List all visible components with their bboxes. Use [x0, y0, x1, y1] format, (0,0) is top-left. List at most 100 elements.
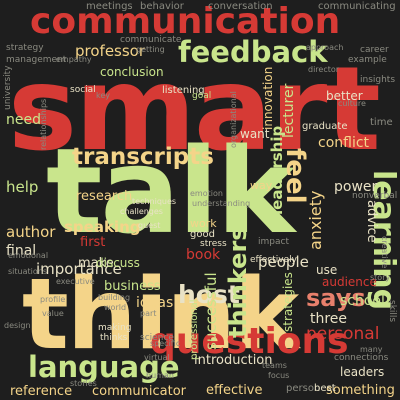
word-virtual: virtual	[144, 353, 170, 362]
word-skills: skills	[387, 300, 397, 323]
word-professor: professor	[75, 42, 146, 60]
word-university: university	[3, 65, 13, 110]
word-many: many	[360, 345, 383, 354]
word-conclusion: conclusion	[100, 65, 164, 79]
word-personal: personal	[306, 324, 380, 344]
word-business: business	[104, 279, 161, 294]
word-behavior: behavior	[140, 1, 184, 12]
word-challenges: challenges	[120, 207, 163, 216]
word-use: use	[316, 263, 338, 277]
word-emotion: emotion	[190, 189, 223, 198]
word-stress: stress	[200, 239, 227, 249]
word-meetings: meetings	[86, 1, 133, 12]
word-value: value	[42, 309, 64, 318]
word-says: says	[306, 284, 366, 312]
word-reference: reference	[10, 384, 73, 399]
word-connections: connections	[334, 353, 389, 363]
word-discuss: discuss	[96, 256, 140, 270]
word-story: story	[370, 273, 391, 282]
word-need: need	[6, 112, 41, 128]
word-author: author	[6, 223, 56, 241]
word-empathy: empathy	[56, 55, 92, 64]
word-listening: listening	[162, 85, 205, 96]
word-lecturer: lecturer	[281, 83, 297, 138]
word-professional: professional	[189, 299, 200, 360]
word-good: good	[190, 229, 215, 240]
word-specific: specific	[150, 339, 181, 348]
word-communicating: communicating	[318, 1, 396, 12]
word-smart: smart	[8, 42, 381, 177]
word-communication: communication	[30, 1, 341, 42]
word-conflict: conflict	[318, 135, 370, 151]
word-approach: approach	[306, 43, 344, 52]
word-thinkers: thinkers	[224, 226, 252, 338]
word-people: people	[258, 253, 309, 271]
word-making: making	[98, 323, 132, 333]
word-leadership: leadership	[268, 125, 286, 215]
word-social: social	[70, 85, 96, 95]
word-science: science	[140, 333, 174, 343]
word-profile: profile	[40, 295, 66, 304]
word-talk: talk	[46, 122, 295, 260]
word-want: want	[240, 127, 270, 141]
word-building: building	[98, 293, 131, 302]
word-effective: effective	[206, 383, 263, 398]
word-key: key	[96, 91, 111, 100]
word-three: three	[310, 311, 348, 327]
word-world: world	[104, 303, 127, 312]
word-communicate: communicate	[120, 35, 182, 45]
word-career: career	[360, 45, 389, 55]
word-relationships: relationships	[39, 98, 48, 150]
word-speaking: speaking	[64, 218, 141, 236]
word-think: think	[22, 258, 299, 372]
word-director: director	[308, 65, 340, 74]
word-conversation: conversation	[208, 1, 273, 12]
word-leaders: leaders	[340, 365, 385, 379]
word-graduate: graduate	[302, 121, 348, 132]
word-research: research	[76, 189, 133, 204]
word-book: book	[186, 247, 221, 263]
word-innovation: innovation	[261, 66, 275, 130]
word-stories: stories	[70, 379, 97, 388]
word-teams: teams	[262, 361, 287, 370]
word-make: make	[78, 256, 114, 271]
word-nonverbal: nonverbal	[352, 191, 398, 201]
word-human: human	[146, 371, 174, 380]
word-culture: culture	[338, 99, 366, 108]
word-effectively: effectively	[250, 255, 297, 265]
word-audience: audience	[322, 275, 377, 289]
word-power: power	[334, 179, 378, 195]
word-strategy: strategy	[6, 43, 44, 53]
word-work: work	[190, 217, 217, 230]
word-final: final	[6, 243, 37, 259]
word-part: part	[140, 309, 157, 318]
word-advice: advice	[364, 200, 379, 243]
word-something: something	[326, 383, 395, 398]
word-situations: situations	[8, 267, 47, 276]
word-language: language	[28, 350, 180, 384]
word-host: host	[178, 280, 240, 309]
word-transcripts: transcripts	[72, 144, 214, 170]
word-time: time	[370, 117, 393, 128]
word-importance: importance	[36, 260, 122, 278]
word-communicator: communicator	[92, 384, 187, 399]
word-introduction: introduction	[194, 353, 273, 368]
word-feedback: feedback	[178, 35, 328, 69]
word-executive: executive	[56, 277, 95, 286]
word-help: help	[6, 178, 39, 196]
word-best: best	[314, 383, 336, 394]
word-creative: creative	[380, 236, 389, 269]
word-insights: insights	[360, 75, 396, 85]
word-school: school	[340, 293, 385, 309]
word-getting: getting	[136, 45, 165, 54]
word-design: design	[4, 321, 31, 330]
word-anxiety: anxiety	[306, 190, 325, 250]
word-understanding: understanding	[192, 199, 251, 208]
word-management: management	[6, 55, 67, 65]
word-impact: impact	[258, 237, 289, 247]
word-successful: successful	[202, 272, 220, 350]
word-focus: focus	[268, 371, 290, 380]
word-strategies: strategies	[281, 272, 295, 332]
word-questions: questions	[150, 321, 349, 362]
